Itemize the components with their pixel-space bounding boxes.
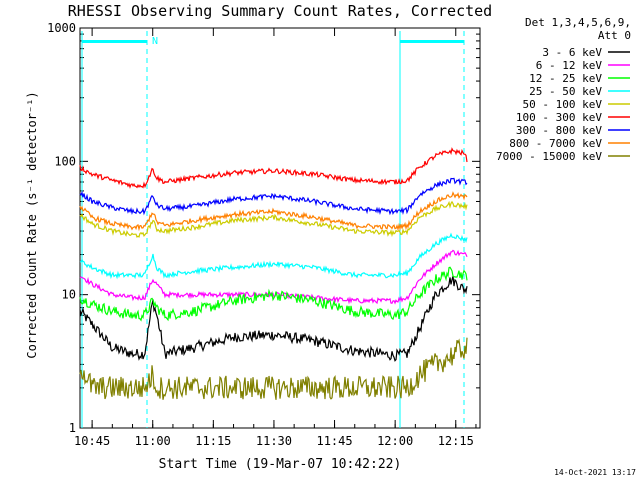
legend-header-line-1: Det 1,3,4,5,6,9,: [525, 16, 631, 29]
x-tick-label: 11:45: [316, 434, 352, 448]
legend-entry-label: 25 - 50 keV: [529, 85, 602, 98]
night-bar: [400, 40, 464, 43]
y-tick-label: 1000: [47, 21, 76, 35]
legend-entry-label: 12 - 25 keV: [529, 72, 602, 85]
series-line-6: [79, 177, 468, 216]
x-axis-label: Start Time (19-Mar-07 10:42:22): [159, 457, 402, 472]
x-tick-label: 11:30: [256, 434, 292, 448]
legend-entry-label: 800 - 7000 keV: [509, 137, 602, 150]
series-line-4: [79, 200, 468, 238]
y-tick-label: 1: [69, 421, 76, 435]
y-axis-label: Corrected Count Rate (s⁻¹ detector⁻¹): [25, 91, 39, 358]
plot-area: 1 10 100 1000 10:45 11:00 11:15 11:30 11:45 12:00…: [47, 21, 481, 448]
series-line-7: [79, 191, 468, 232]
series-line-8: [79, 337, 468, 400]
series-line-3: [79, 232, 468, 280]
y-tick-label: 100: [54, 154, 76, 168]
legend-entry-label: 100 - 300 keV: [516, 111, 602, 124]
series-line-1: [79, 249, 468, 305]
legend-entry-label: 7000 - 15000 keV: [496, 150, 602, 163]
series-line-0: [79, 275, 468, 362]
legend-entry-label: 6 - 12 keV: [536, 59, 603, 72]
y-tick-label: 10: [62, 288, 76, 302]
x-tick-label: 11:15: [195, 434, 231, 448]
footer-date: 14-Oct-2021 13:17: [554, 468, 636, 477]
x-tick-label: 10:45: [74, 434, 110, 448]
x-tick-label: 11:00: [135, 434, 171, 448]
legend-entry-label: 300 - 800 keV: [516, 124, 602, 137]
plot-frame: [79, 27, 481, 429]
legend-entry-label: 50 - 100 keV: [523, 98, 603, 111]
night-bar: [82, 40, 147, 43]
legend-entry-label: 3 - 6 keV: [542, 46, 602, 59]
legend-header-line-2: Att 0: [598, 29, 631, 42]
x-tick-label: 12:15: [438, 434, 474, 448]
night-marker: N: [152, 36, 158, 47]
series-line-5: [79, 147, 468, 189]
series-line-2: [79, 266, 468, 322]
chart-title: RHESSI Observing Summary Count Rates, Co…: [68, 2, 492, 20]
x-tick-label: 12:00: [377, 434, 413, 448]
